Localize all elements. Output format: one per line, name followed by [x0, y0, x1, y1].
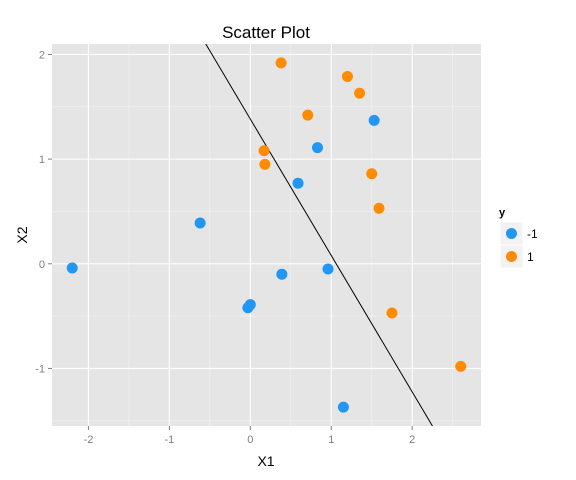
x-tick-label: -1 — [164, 434, 174, 446]
y-tick-label: -1 — [35, 363, 45, 375]
legend-label: -1 — [527, 227, 538, 241]
plot-panel — [52, 44, 481, 426]
x-tick-label: -2 — [84, 434, 94, 446]
y-tick-label: 0 — [39, 259, 45, 271]
data-point — [311, 142, 323, 154]
legend: y -1 1 — [499, 207, 538, 269]
data-point — [455, 360, 467, 372]
x-axis-ticks: -2 -1 0 1 2 — [84, 426, 415, 446]
legend-entries: -1 1 — [499, 221, 538, 269]
data-point — [368, 114, 380, 126]
data-point — [366, 168, 378, 180]
data-point — [244, 299, 256, 311]
legend-label: 1 — [527, 250, 534, 264]
chart-title: Scatter Plot — [222, 23, 310, 42]
data-point — [354, 87, 366, 99]
legend-marker — [506, 228, 517, 239]
x-tick-label: 2 — [409, 434, 415, 446]
major-grid — [52, 44, 481, 426]
legend-marker — [506, 251, 517, 262]
data-point — [276, 268, 288, 280]
data-point — [194, 217, 206, 229]
data-point — [386, 307, 398, 319]
y-tick-label: 1 — [39, 154, 45, 166]
data-point — [373, 202, 385, 214]
data-point — [337, 401, 349, 413]
x-axis-title: X1 — [257, 453, 274, 469]
y-axis-ticks: -1 0 1 2 — [35, 49, 52, 375]
data-point — [322, 263, 334, 275]
decision-boundary-line — [205, 43, 433, 427]
data-point — [341, 70, 353, 82]
y-tick-label: 2 — [39, 49, 45, 61]
points-layer — [66, 57, 467, 413]
legend-title: y — [499, 207, 506, 219]
data-point — [302, 109, 314, 121]
x-tick-label: 0 — [247, 434, 253, 446]
data-point — [258, 145, 270, 157]
y-axis-title: X2 — [14, 226, 30, 243]
x-tick-label: 1 — [328, 434, 334, 446]
data-point — [259, 158, 271, 170]
minor-grid — [52, 44, 481, 426]
data-point — [275, 57, 287, 69]
data-point — [66, 262, 78, 274]
data-point — [292, 177, 304, 189]
